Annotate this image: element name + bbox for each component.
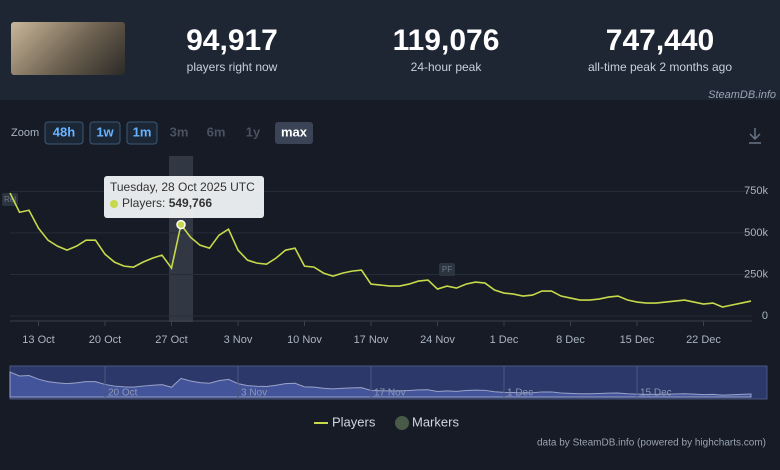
zoom-button-label: 1y	[246, 124, 261, 139]
stat-label: all-time peak 2 months ago	[587, 60, 733, 74]
stat: 119,076 24-hour peak	[346, 24, 546, 74]
zoom-button[interactable]: max	[275, 122, 313, 144]
navigator-area	[9, 371, 752, 398]
tooltip-bg	[104, 176, 264, 218]
tooltip-dot	[110, 200, 118, 208]
y-tick-label: 250k	[744, 268, 768, 280]
x-tick-label: 10 Nov	[287, 334, 322, 346]
y-tick-label: 500k	[744, 227, 768, 239]
zoom-label: Zoom	[11, 127, 39, 139]
stat-value: 119,076	[392, 24, 500, 57]
marker-flag	[439, 263, 455, 276]
zoom-button-label: 3m	[170, 124, 189, 139]
x-tick-label: 24 Nov	[420, 334, 455, 346]
y-tick-label: 750k	[744, 185, 768, 197]
y-tick-label: 0	[762, 310, 768, 322]
x-tick-label: 20 Oct	[89, 334, 121, 346]
zoom-button-label: 6m	[207, 124, 226, 139]
navigator-tick-label: 15 Dec	[640, 388, 672, 399]
zoom-button[interactable]: 1w	[89, 121, 121, 145]
zoom-button-bg	[275, 122, 313, 144]
navigator-tick-label: 3 Nov	[241, 388, 267, 399]
zoom-button-bg	[126, 121, 158, 145]
stat: 94,917 players right now	[132, 24, 332, 74]
hover-point	[176, 219, 186, 230]
zoom-button-label: 48h	[53, 124, 75, 139]
download-icon	[749, 128, 761, 144]
legend-label: Markers	[412, 414, 459, 429]
navigator-tick-label: 1 Dec	[507, 388, 533, 399]
zoom-button-bg	[44, 121, 84, 145]
game-thumbnail	[11, 22, 125, 75]
zoom-button[interactable]: 6m	[207, 124, 226, 139]
tooltip-series-label: Players:	[122, 196, 165, 210]
zoom-button[interactable]: 48h	[44, 121, 84, 145]
tooltip-title: Tuesday, 28 Oct 2025 UTC	[110, 180, 255, 194]
marker-label: PF	[442, 265, 452, 274]
zoom-button-bg	[89, 121, 121, 145]
navigator-tick-label: 17 Nov	[374, 388, 406, 399]
stat-value: 94,917	[186, 24, 278, 57]
legend-label: Players	[332, 414, 376, 429]
x-tick-label: 1 Dec	[490, 334, 519, 346]
zoom-button[interactable]: 1m	[126, 121, 158, 145]
x-tick-label: 15 Dec	[620, 334, 655, 346]
x-tick-label: 8 Dec	[556, 334, 585, 346]
tooltip-series: Players: 549,766	[122, 196, 212, 210]
x-tick-label: 27 Oct	[155, 334, 187, 346]
header: 94,917 players right now 119,076 24-hour p…	[0, 0, 780, 100]
zoom-button-label: max	[281, 124, 308, 139]
marker-label: Rel	[4, 195, 16, 204]
x-tick-label: 13 Oct	[22, 334, 54, 346]
x-tick-label: 3 Nov	[224, 334, 253, 346]
zoom-button[interactable]: 3m	[170, 124, 189, 139]
series-line	[9, 192, 752, 308]
zoom-button-label: 1w	[96, 124, 114, 139]
zoom-button[interactable]: 1y	[246, 124, 261, 139]
stat: 747,440 all-time peak 2 months ago	[560, 24, 760, 74]
watermark: SteamDB.info	[708, 89, 776, 101]
stat-label: 24-hour peak	[410, 60, 482, 74]
stat-label: players right now	[186, 60, 278, 74]
navigator-tick-label: 20 Oct	[108, 388, 138, 399]
x-tick-label: 17 Nov	[354, 334, 389, 346]
legend-swatch	[395, 416, 409, 430]
zoom-button-label: 1m	[133, 124, 152, 139]
x-tick-label: 22 Dec	[686, 334, 721, 346]
tooltip-value: 549,766	[169, 196, 213, 210]
stat-value: 747,440	[605, 24, 715, 57]
credits: data by SteamDB.info (powered by highcha…	[537, 438, 766, 449]
